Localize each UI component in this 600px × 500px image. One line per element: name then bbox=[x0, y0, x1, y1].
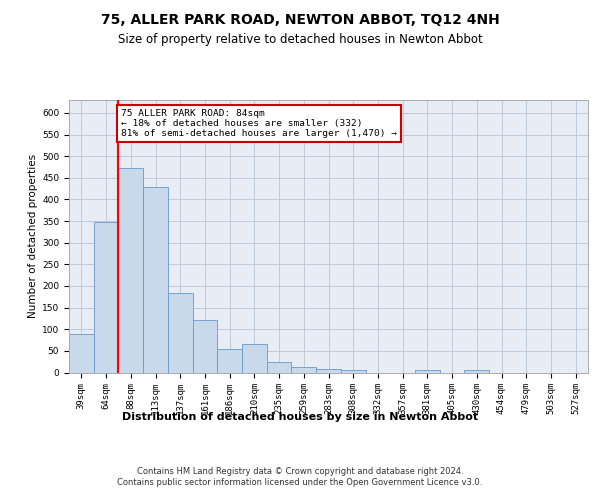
Text: 75, ALLER PARK ROAD, NEWTON ABBOT, TQ12 4NH: 75, ALLER PARK ROAD, NEWTON ABBOT, TQ12 … bbox=[101, 12, 499, 26]
Text: Size of property relative to detached houses in Newton Abbot: Size of property relative to detached ho… bbox=[118, 34, 482, 46]
Bar bbox=[94, 222, 118, 372]
Bar bbox=[464, 370, 489, 372]
Bar bbox=[316, 369, 341, 372]
Bar bbox=[415, 370, 440, 372]
Bar bbox=[193, 320, 217, 372]
Text: Distribution of detached houses by size in Newton Abbot: Distribution of detached houses by size … bbox=[122, 412, 478, 422]
Bar bbox=[118, 168, 143, 372]
Bar bbox=[69, 334, 94, 372]
Bar bbox=[143, 186, 168, 372]
Text: Contains HM Land Registry data © Crown copyright and database right 2024.
Contai: Contains HM Land Registry data © Crown c… bbox=[118, 468, 482, 487]
Bar bbox=[168, 294, 193, 372]
Bar bbox=[267, 362, 292, 372]
Bar bbox=[242, 344, 267, 372]
Bar bbox=[217, 348, 242, 372]
Bar bbox=[292, 368, 316, 372]
Y-axis label: Number of detached properties: Number of detached properties bbox=[28, 154, 38, 318]
Text: 75 ALLER PARK ROAD: 84sqm
← 18% of detached houses are smaller (332)
81% of semi: 75 ALLER PARK ROAD: 84sqm ← 18% of detac… bbox=[121, 108, 397, 138]
Bar bbox=[341, 370, 365, 372]
